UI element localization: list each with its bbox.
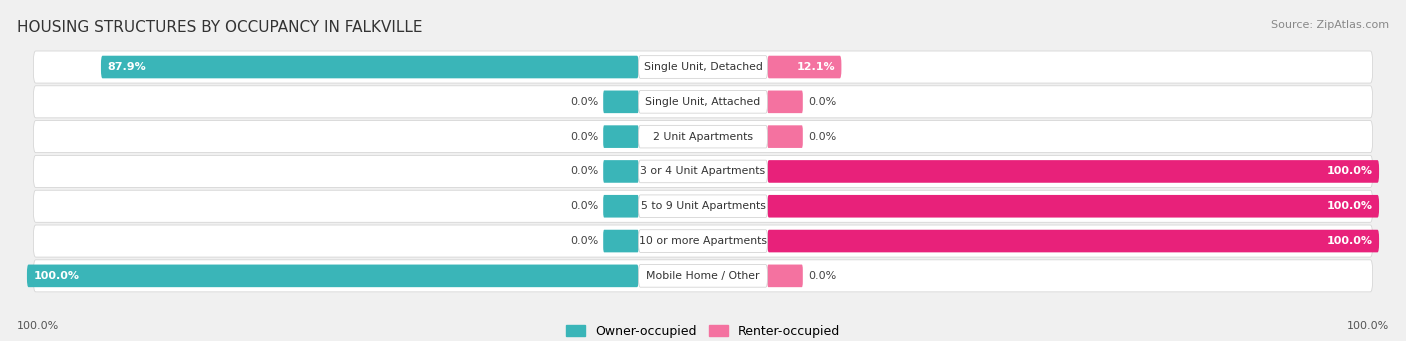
Text: 5 to 9 Unit Apartments: 5 to 9 Unit Apartments bbox=[641, 201, 765, 211]
FancyBboxPatch shape bbox=[768, 125, 803, 148]
FancyBboxPatch shape bbox=[768, 230, 1379, 252]
Text: 0.0%: 0.0% bbox=[808, 132, 837, 142]
Text: 12.1%: 12.1% bbox=[796, 62, 835, 72]
FancyBboxPatch shape bbox=[768, 195, 1379, 218]
Text: Single Unit, Attached: Single Unit, Attached bbox=[645, 97, 761, 107]
FancyBboxPatch shape bbox=[603, 90, 638, 113]
FancyBboxPatch shape bbox=[603, 125, 638, 148]
Text: 0.0%: 0.0% bbox=[569, 236, 598, 246]
FancyBboxPatch shape bbox=[34, 155, 1372, 188]
FancyBboxPatch shape bbox=[34, 225, 1372, 257]
FancyBboxPatch shape bbox=[34, 260, 1372, 292]
FancyBboxPatch shape bbox=[603, 195, 638, 218]
Text: 0.0%: 0.0% bbox=[808, 271, 837, 281]
Text: 0.0%: 0.0% bbox=[808, 97, 837, 107]
Text: 87.9%: 87.9% bbox=[107, 62, 146, 72]
FancyBboxPatch shape bbox=[768, 265, 803, 287]
Text: 2 Unit Apartments: 2 Unit Apartments bbox=[652, 132, 754, 142]
FancyBboxPatch shape bbox=[34, 121, 1372, 153]
FancyBboxPatch shape bbox=[638, 195, 768, 218]
FancyBboxPatch shape bbox=[638, 90, 768, 113]
Legend: Owner-occupied, Renter-occupied: Owner-occupied, Renter-occupied bbox=[561, 320, 845, 341]
Text: 100.0%: 100.0% bbox=[1327, 166, 1372, 176]
Text: 10 or more Apartments: 10 or more Apartments bbox=[638, 236, 768, 246]
Text: 0.0%: 0.0% bbox=[569, 97, 598, 107]
Text: 0.0%: 0.0% bbox=[569, 201, 598, 211]
FancyBboxPatch shape bbox=[603, 230, 638, 252]
Text: 100.0%: 100.0% bbox=[1347, 321, 1389, 331]
FancyBboxPatch shape bbox=[34, 190, 1372, 222]
Text: Source: ZipAtlas.com: Source: ZipAtlas.com bbox=[1271, 20, 1389, 30]
Text: 3 or 4 Unit Apartments: 3 or 4 Unit Apartments bbox=[641, 166, 765, 176]
Text: Single Unit, Detached: Single Unit, Detached bbox=[644, 62, 762, 72]
Text: Mobile Home / Other: Mobile Home / Other bbox=[647, 271, 759, 281]
FancyBboxPatch shape bbox=[638, 230, 768, 252]
Text: 100.0%: 100.0% bbox=[1327, 236, 1372, 246]
FancyBboxPatch shape bbox=[638, 160, 768, 183]
Text: 100.0%: 100.0% bbox=[34, 271, 79, 281]
FancyBboxPatch shape bbox=[101, 56, 638, 78]
FancyBboxPatch shape bbox=[768, 56, 841, 78]
Text: 100.0%: 100.0% bbox=[1327, 201, 1372, 211]
Text: 0.0%: 0.0% bbox=[569, 132, 598, 142]
Text: HOUSING STRUCTURES BY OCCUPANCY IN FALKVILLE: HOUSING STRUCTURES BY OCCUPANCY IN FALKV… bbox=[17, 20, 422, 35]
FancyBboxPatch shape bbox=[603, 160, 638, 183]
FancyBboxPatch shape bbox=[638, 56, 768, 78]
FancyBboxPatch shape bbox=[768, 160, 1379, 183]
FancyBboxPatch shape bbox=[638, 265, 768, 287]
Text: 100.0%: 100.0% bbox=[17, 321, 59, 331]
FancyBboxPatch shape bbox=[638, 125, 768, 148]
FancyBboxPatch shape bbox=[34, 86, 1372, 118]
FancyBboxPatch shape bbox=[768, 90, 803, 113]
FancyBboxPatch shape bbox=[34, 51, 1372, 83]
FancyBboxPatch shape bbox=[27, 265, 638, 287]
Text: 0.0%: 0.0% bbox=[569, 166, 598, 176]
